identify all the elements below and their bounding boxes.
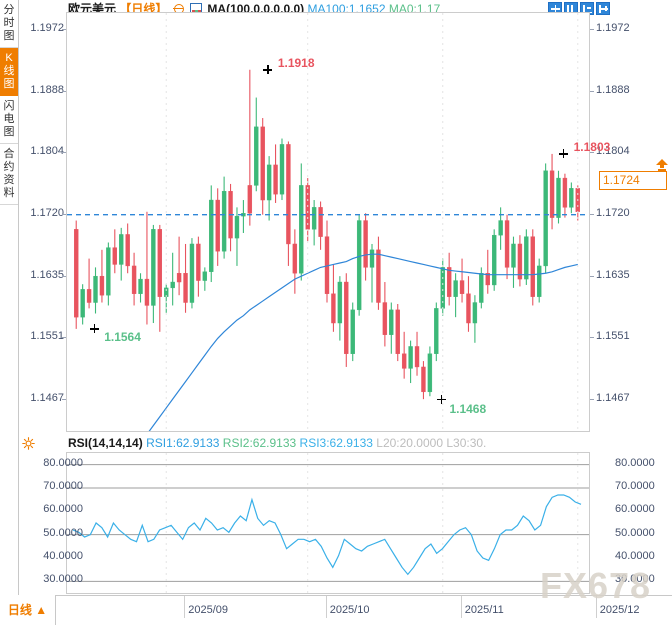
sidebar-item-kline-char-1: 线: [3, 65, 15, 77]
price-axis-right-label: 1.1804: [596, 145, 630, 158]
time-axis: 2025/09 2025/10 2025/11 2025/12: [19, 595, 672, 625]
price-axis-left-label: 1.1551: [30, 330, 64, 343]
rsi-axis-right-label: 40.0000: [615, 550, 655, 562]
sidebar-item-contract-char-0: 合: [3, 148, 15, 160]
price-axis-left-label: 1.1804: [30, 145, 64, 158]
price-axis-left-label: 1.1888: [30, 83, 64, 96]
expand-icon[interactable]: [596, 2, 610, 15]
sidebar-item-lightning-char-0: 闪: [3, 100, 15, 112]
price-axis-right-label: 1.1551: [596, 330, 630, 343]
current-price-tag[interactable]: 1.1724: [599, 171, 667, 190]
price-axis-right-label: 1.1888: [596, 83, 630, 96]
price-axis-left-label: 1.1720: [30, 206, 64, 219]
price-axis-tick: [590, 213, 594, 215]
price-direction-arrow-icon: [656, 159, 668, 172]
sidebar-item-timeshare-char-2: 图: [3, 30, 15, 42]
time-axis-label: 2025/10: [329, 604, 370, 616]
time-axis-tick: [460, 596, 462, 618]
sidebar-item-contract-char-1: 约: [3, 161, 15, 173]
sidebar-item-lightning[interactable]: 闪 电 图: [0, 96, 18, 144]
rsi-canvas: [67, 453, 589, 593]
price-axis-tick: [590, 29, 594, 31]
rsi-chart-pane[interactable]: [66, 452, 590, 594]
price-axis-right-label: 1.1467: [596, 391, 630, 404]
sidebar-item-kline-char-0: K: [5, 52, 13, 64]
price-axis-tick: [590, 152, 594, 154]
rsi3-value: RSI3:62.9133: [299, 436, 373, 450]
rsi-axis-right-label: 70.0000: [615, 480, 655, 492]
chart-toolbar: [548, 2, 610, 15]
price-axis-left-label: 1.1467: [30, 391, 64, 404]
price-axis-right-label: 1.1720: [596, 206, 630, 219]
sidebar-item-kline-char-2: 图: [3, 78, 15, 90]
price-axis-tick: [590, 398, 594, 400]
sidebar-item-timeshare[interactable]: 分 时 图: [0, 0, 18, 48]
price-axis-tick: [590, 275, 594, 277]
rsi-axis-right-label: 50.0000: [615, 526, 655, 539]
price-axis-right-label: 1.1972: [596, 22, 630, 35]
time-axis-label: 2025/11: [464, 604, 504, 616]
rsi-axis-right-label: 30.0000: [615, 573, 655, 586]
rsi-l20-value: L20:20.0000: [376, 436, 443, 450]
gear-icon[interactable]: [22, 437, 35, 450]
time-axis-tick: [184, 596, 186, 618]
rsi-l30-value: L30:30.: [446, 436, 487, 450]
time-axis-label: 2025/12: [599, 604, 640, 616]
sidebar-item-contract[interactable]: 合 约 资 料: [0, 144, 18, 205]
sidebar-item-contract-char-2: 资: [3, 174, 15, 186]
time-axis-tick: [325, 596, 327, 618]
rsi-indicator-name: RSI(14,14,14): [68, 436, 143, 450]
candlestick-canvas: [67, 13, 589, 431]
rsi-axis-right-label: 80.0000: [615, 456, 655, 469]
price-chart-pane[interactable]: [66, 12, 590, 432]
price-axis-tick: [590, 90, 594, 92]
sidebar-item-lightning-char-2: 图: [3, 126, 15, 138]
rsi-axis-right-label: 60.0000: [615, 503, 655, 516]
rsi1-value: RSI1:62.9133: [146, 436, 220, 450]
period-selector-button[interactable]: 日线 ▲: [0, 595, 56, 625]
rsi2-value: RSI2:62.9133: [222, 436, 297, 450]
sidebar-item-lightning-char-1: 电: [3, 113, 15, 125]
sidebar-item-timeshare-char-1: 时: [3, 17, 15, 29]
price-axis-tick: [590, 337, 594, 339]
price-axis-left-label: 1.1972: [30, 22, 64, 35]
sidebar-item-kline[interactable]: K 线 图: [0, 48, 18, 96]
left-sidebar: 分 时 图 K 线 图 闪 电 图 合 约 资 料: [0, 0, 19, 625]
sidebar-item-timeshare-char-0: 分: [3, 4, 15, 16]
sidebar-item-contract-char-3: 料: [3, 187, 15, 199]
time-axis-tick: [595, 596, 597, 618]
rsi-info-bar: RSI(14,14,14) RSI1:62.9133 RSI2:62.9133 …: [68, 436, 486, 451]
price-axis-right-label: 1.1635: [596, 268, 630, 281]
price-axis-left-label: 1.1635: [30, 268, 64, 281]
time-axis-label: 2025/09: [188, 604, 228, 616]
